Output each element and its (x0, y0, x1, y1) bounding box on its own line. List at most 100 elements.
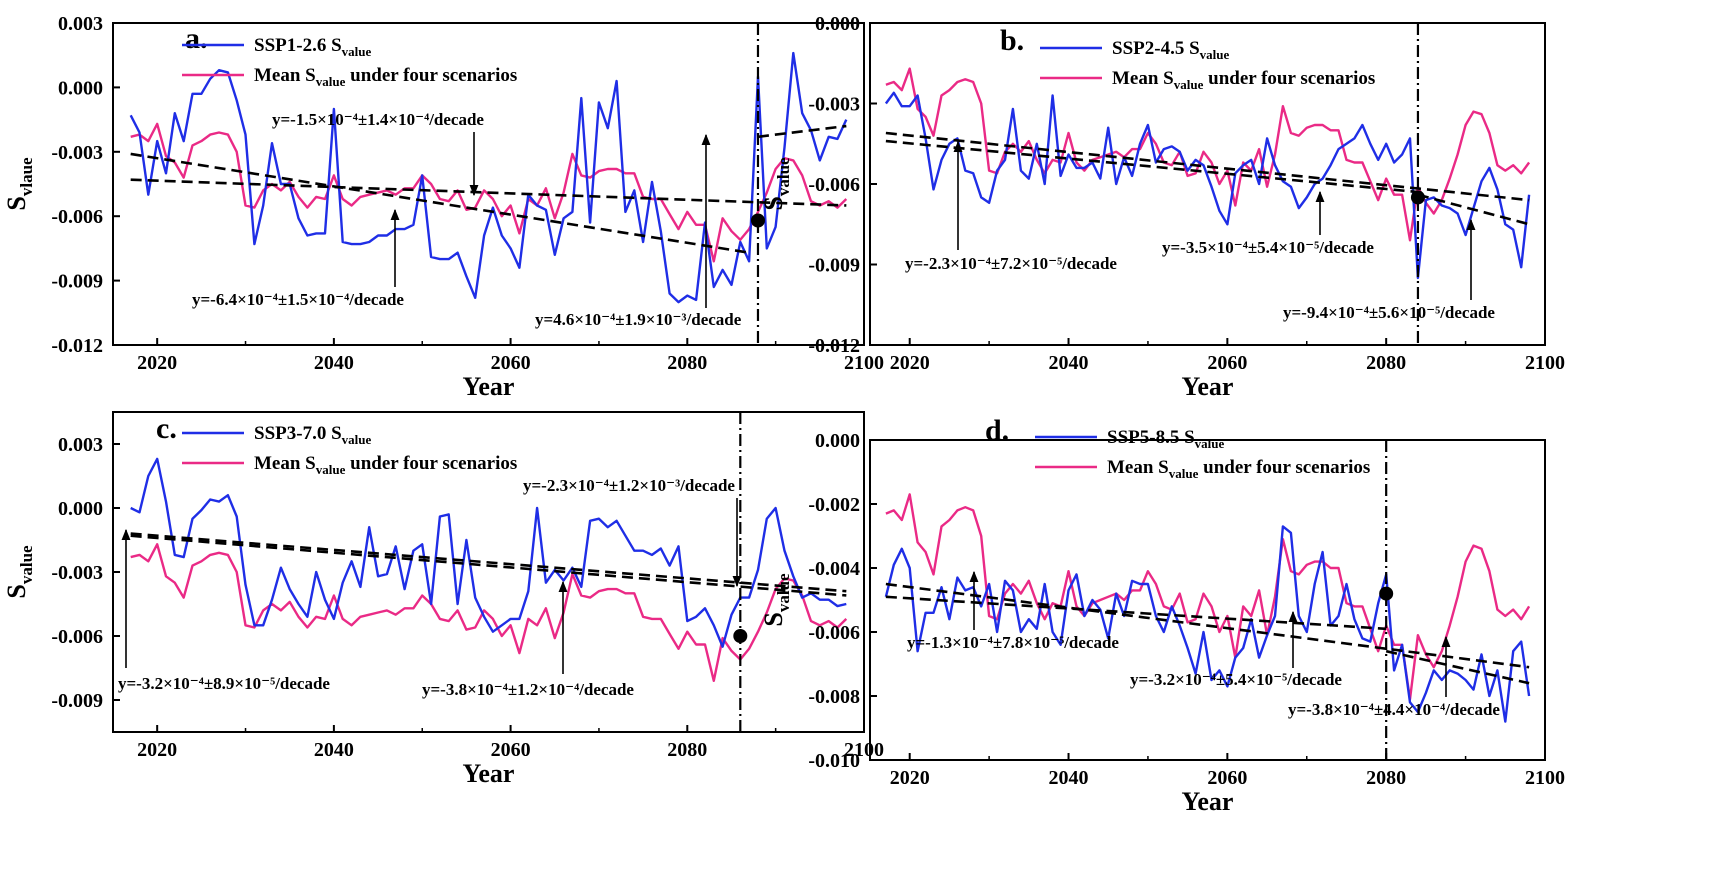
legend-entry: Mean Svalue under four scenarios (254, 453, 517, 477)
plot-frame (112, 22, 865, 346)
y-tick-label: 0.003 (58, 13, 103, 35)
panel-d: 2020 2040 2060 2080 2100-0.010-0.008-0.006-0… (759, 414, 1565, 816)
y-tick-label: 0.000 (815, 13, 860, 35)
y-tick-label: -0.009 (808, 255, 860, 277)
y-tick-label: -0.003 (808, 94, 860, 116)
y-tick-label: -0.006 (51, 626, 103, 648)
x-tick-label: 2040 (314, 352, 354, 374)
series-line-mean (885, 493, 1531, 701)
trend-annotation: y=-2.3×10⁻⁴±7.2×10⁻⁵/decade (905, 254, 1117, 273)
y-tick-label: 0.003 (58, 434, 103, 456)
trend-line-3 (1417, 193, 1530, 226)
panel-b: 2020 2040 2060 2080 2100-0.012-0.009-0.006-0… (759, 13, 1565, 401)
x-tick-label: 2060 (1207, 767, 1247, 789)
x-tick-label: 2060 (1207, 352, 1247, 374)
trend-annotation: y=-3.8×10⁻⁴±1.2×10⁻⁴/decade (422, 680, 634, 699)
y-tick-label: -0.012 (808, 335, 860, 357)
panel-label: c. (156, 412, 177, 445)
y-tick-label: -0.009 (51, 271, 103, 293)
trend-line-1 (130, 532, 847, 593)
series-line-ssp (129, 51, 848, 304)
panel-label: d. (985, 414, 1009, 447)
x-axis-title: Year (1182, 787, 1234, 816)
y-tick-label: -0.006 (808, 622, 860, 644)
legend-entry: Mean Svalue under four scenarios (1112, 68, 1375, 92)
y-tick-label: -0.002 (808, 494, 860, 516)
trend-annotation: y=-3.2×10⁻⁴±5.4×10⁻⁵/decade (1130, 670, 1342, 689)
change-point-marker (1379, 586, 1394, 601)
x-tick-label: 2040 (1049, 767, 1089, 789)
trend-annotation: y=-3.5×10⁻⁴±5.4×10⁻⁵/decade (1162, 238, 1374, 257)
x-tick-label: 2020 (137, 739, 177, 761)
panel-c: 2020 2040 2060 2080 2100 -0.009 -0.006 -0.003 0.… (2, 411, 884, 788)
series-line-mean (885, 67, 1531, 242)
trend-line-3 (1385, 649, 1530, 685)
legend-entry: Mean Svalue under four scenarios (1107, 457, 1370, 481)
y-axis-title: Svalue (2, 545, 36, 599)
x-axis-title: Year (463, 372, 515, 401)
trend-annotation: y=-3.2×10⁻⁴±8.9×10⁻⁵/decade (118, 674, 330, 693)
y-tick-label: -0.010 (808, 750, 860, 772)
trend-line-1 (130, 178, 847, 207)
trend-line-1 (885, 131, 1530, 202)
x-tick-label: 2080 (1366, 767, 1406, 789)
x-tick-label: 2100 (1525, 352, 1565, 374)
change-point-marker (750, 213, 765, 228)
series-line-ssp (130, 457, 847, 648)
legend-entry: SSP2-4.5 Svalue (1112, 38, 1229, 62)
series-line-ssp (884, 525, 1531, 723)
trend-line-2 (885, 595, 1387, 631)
x-tick-label: 2020 (890, 352, 930, 374)
panel-label: a. (185, 22, 208, 55)
series-line-mean (130, 122, 848, 263)
x-tick-label: 2020 (890, 767, 930, 789)
trend-line-2 (130, 534, 847, 597)
y-tick-label: 0.000 (58, 498, 103, 520)
trend-annotation: y=-3.8×10⁻⁴±4.4×10⁻⁴/decade (1288, 700, 1500, 719)
x-tick-label: 2040 (1049, 352, 1089, 374)
trend-line-2 (885, 139, 1419, 194)
x-tick-label: 2100 (1525, 767, 1565, 789)
x-tick-label: 2100 (844, 739, 884, 761)
trend-annotation: y=-2.3×10⁻⁴±1.2×10⁻³/decade (523, 476, 735, 495)
change-point-marker (733, 629, 748, 643)
y-tick-label: 0.000 (58, 77, 103, 99)
trend-annotation: y=-1.5×10⁻⁴±1.4×10⁻⁴/decade (272, 110, 484, 129)
legend-entry: SSP5-8.5 Svalue (1107, 427, 1224, 451)
trend-annotation: y=-1.3×10⁻⁴±7.8×10⁻⁵/decade (907, 633, 1119, 652)
y-tick-label: -0.006 (51, 206, 103, 228)
x-tick-label: 2080 (667, 739, 707, 761)
trend-line-2 (130, 152, 750, 254)
plot-frame (869, 439, 1546, 761)
change-point-marker (1410, 190, 1425, 205)
x-tick-label: 2060 (491, 352, 531, 374)
x-tick-label: 2040 (314, 739, 354, 761)
x-axis-title: Year (1182, 372, 1234, 401)
y-tick-label: -0.012 (51, 335, 103, 357)
x-tick-label: 2080 (667, 352, 707, 374)
x-tick-label: 2080 (1366, 352, 1406, 374)
trend-line-1 (885, 582, 1530, 669)
y-tick-label: -0.004 (808, 558, 860, 580)
y-axis-title: Svalue (759, 157, 793, 211)
y-tick-label: 0.000 (815, 430, 860, 452)
x-tick-label: 2020 (137, 352, 177, 374)
y-tick-label: -0.006 (808, 174, 860, 196)
legend-entry: SSP1-2.6 Svalue (254, 35, 371, 59)
trend-annotation: y=-9.4×10⁻⁴±5.6×10⁻⁵/decade (1283, 303, 1495, 322)
panel-a: 2020 2040 2060 2080 2100-0.012-0.009-0.006-0… (2, 13, 884, 401)
trend-annotation: y=-6.4×10⁻⁴±1.5×10⁻⁴/decade (192, 290, 404, 309)
series-line-mean (130, 543, 848, 682)
x-tick-label: 2100 (844, 352, 884, 374)
y-axis-title: Svalue (759, 573, 793, 627)
legend-entry: SSP3-7.0 Svalue (254, 423, 371, 447)
y-axis-title: Svlaue (2, 157, 36, 211)
x-tick-label: 2060 (491, 739, 531, 761)
series-line-ssp (884, 91, 1531, 280)
trend-line-3 (757, 124, 847, 139)
x-axis-title: Year (463, 759, 515, 788)
trend-annotation: y=4.6×10⁻⁴±1.9×10⁻³/decade (535, 310, 742, 329)
y-tick-label: -0.003 (51, 562, 103, 584)
y-tick-label: -0.008 (808, 686, 860, 708)
